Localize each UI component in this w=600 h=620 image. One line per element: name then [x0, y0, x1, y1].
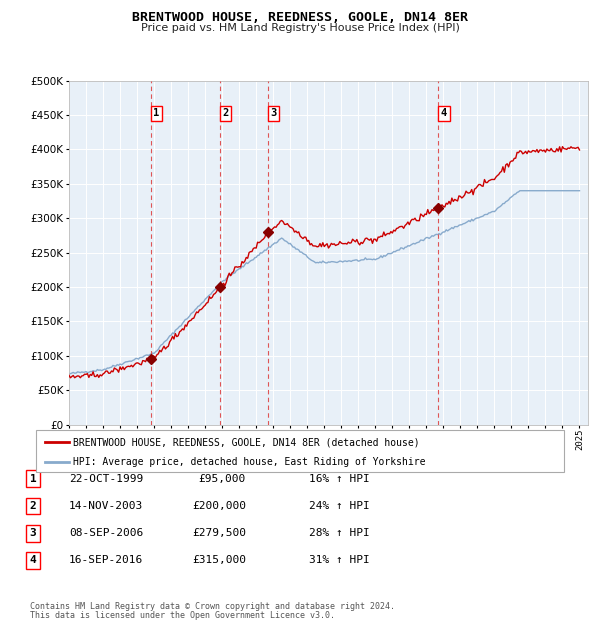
Text: 28% ↑ HPI: 28% ↑ HPI	[309, 528, 370, 538]
Text: £95,000: £95,000	[199, 474, 246, 484]
Text: £200,000: £200,000	[192, 501, 246, 511]
Text: 3: 3	[271, 108, 277, 118]
Text: This data is licensed under the Open Government Licence v3.0.: This data is licensed under the Open Gov…	[30, 611, 335, 620]
Text: 1: 1	[154, 108, 160, 118]
Text: 2: 2	[29, 501, 37, 511]
Text: 4: 4	[29, 556, 37, 565]
Text: 24% ↑ HPI: 24% ↑ HPI	[309, 501, 370, 511]
Text: 31% ↑ HPI: 31% ↑ HPI	[309, 556, 370, 565]
Text: Contains HM Land Registry data © Crown copyright and database right 2024.: Contains HM Land Registry data © Crown c…	[30, 602, 395, 611]
Text: 22-OCT-1999: 22-OCT-1999	[69, 474, 143, 484]
Text: £315,000: £315,000	[192, 556, 246, 565]
Text: Price paid vs. HM Land Registry's House Price Index (HPI): Price paid vs. HM Land Registry's House …	[140, 23, 460, 33]
Text: HPI: Average price, detached house, East Riding of Yorkshire: HPI: Average price, detached house, East…	[73, 457, 426, 467]
Text: BRENTWOOD HOUSE, REEDNESS, GOOLE, DN14 8ER (detached house): BRENTWOOD HOUSE, REEDNESS, GOOLE, DN14 8…	[73, 437, 420, 447]
Text: 4: 4	[441, 108, 447, 118]
Text: BRENTWOOD HOUSE, REEDNESS, GOOLE, DN14 8ER: BRENTWOOD HOUSE, REEDNESS, GOOLE, DN14 8…	[132, 11, 468, 24]
Text: 08-SEP-2006: 08-SEP-2006	[69, 528, 143, 538]
Text: 2: 2	[223, 108, 229, 118]
Text: £279,500: £279,500	[192, 528, 246, 538]
Text: 14-NOV-2003: 14-NOV-2003	[69, 501, 143, 511]
Text: 16% ↑ HPI: 16% ↑ HPI	[309, 474, 370, 484]
Text: 1: 1	[29, 474, 37, 484]
Text: 3: 3	[29, 528, 37, 538]
Text: 16-SEP-2016: 16-SEP-2016	[69, 556, 143, 565]
